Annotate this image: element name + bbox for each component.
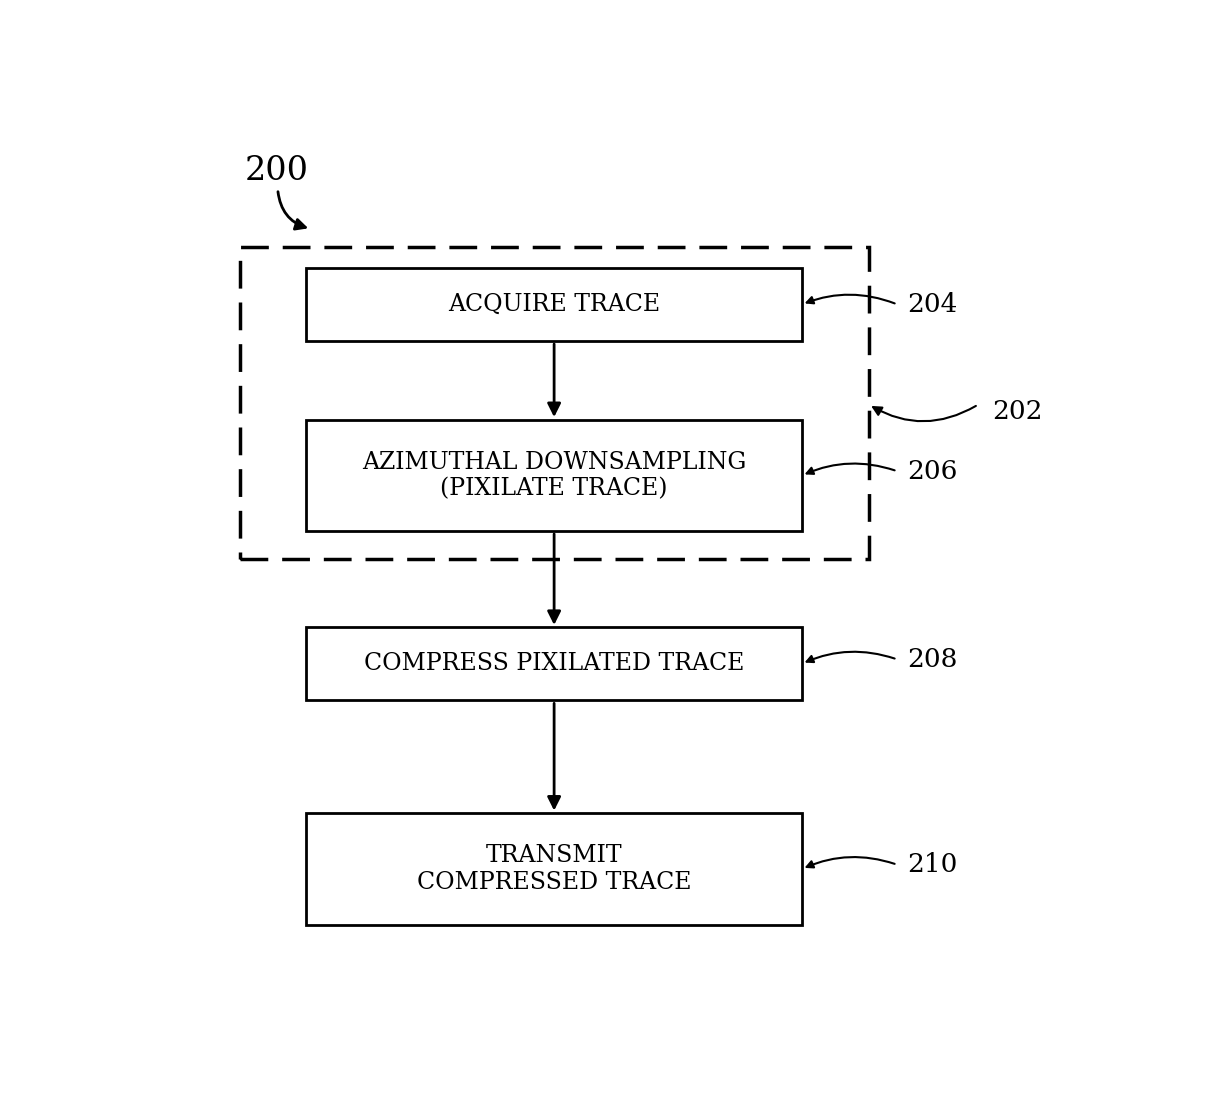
Text: 200: 200 — [245, 154, 309, 187]
Text: 210: 210 — [907, 852, 957, 878]
Text: AZIMUTHAL DOWNSAMPLING
(PIXILATE TRACE): AZIMUTHAL DOWNSAMPLING (PIXILATE TRACE) — [362, 451, 747, 500]
Bar — [306, 420, 802, 531]
Bar — [240, 247, 868, 559]
Text: 204: 204 — [907, 292, 957, 317]
Text: 208: 208 — [907, 647, 957, 672]
Text: COMPRESS PIXILATED TRACE: COMPRESS PIXILATED TRACE — [364, 652, 744, 675]
Bar — [306, 268, 802, 341]
Bar — [306, 813, 802, 924]
Text: 202: 202 — [993, 399, 1043, 424]
Text: TRANSMIT
COMPRESSED TRACE: TRANSMIT COMPRESSED TRACE — [417, 844, 691, 894]
Bar — [306, 628, 802, 700]
Text: ACQUIRE TRACE: ACQUIRE TRACE — [448, 293, 661, 316]
Text: 206: 206 — [907, 459, 957, 483]
